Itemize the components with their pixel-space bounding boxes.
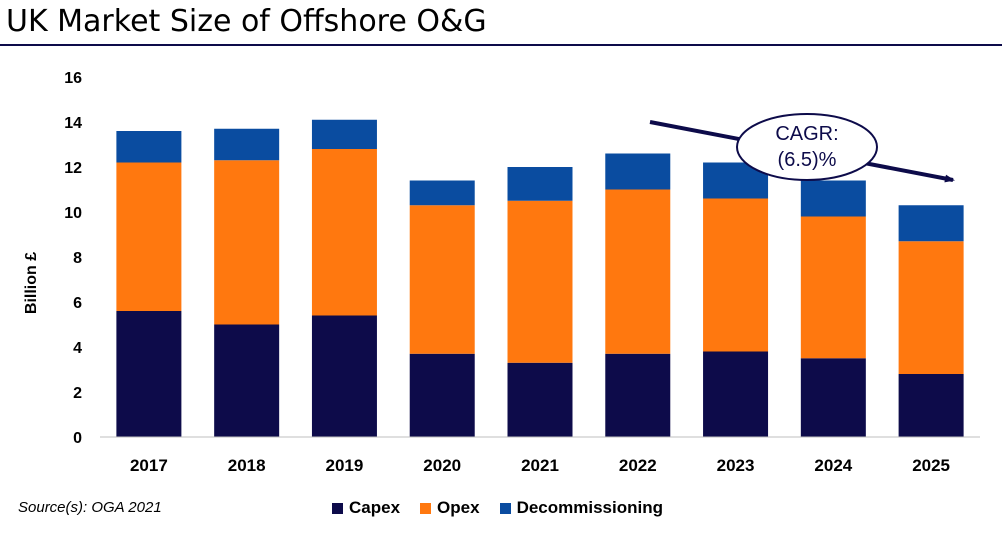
legend-label-opex: Opex — [437, 498, 480, 517]
bar-decommissioning-2017 — [116, 131, 182, 163]
bar-opex-2018 — [214, 160, 280, 325]
y-tick-label: 6 — [73, 295, 82, 312]
bar-decommissioning-2021 — [507, 167, 573, 201]
x-tick-label-2021: 2021 — [521, 456, 559, 475]
cagr-callout-bubble — [736, 113, 878, 181]
bar-opex-2023 — [703, 198, 769, 352]
cagr-label: CAGR: — [775, 123, 838, 145]
source-note: Source(s): OGA 2021 — [18, 499, 162, 516]
y-tick-label: 8 — [73, 250, 82, 267]
y-axis-label: Billion £ — [23, 252, 40, 314]
bar-decommissioning-2025 — [898, 205, 964, 242]
legend-item-opex: Opex — [420, 498, 480, 518]
x-tick-label-2019: 2019 — [326, 456, 364, 475]
y-tick-label: 10 — [64, 205, 82, 222]
bar-capex-2023 — [703, 351, 769, 437]
bar-capex-2019 — [311, 315, 377, 437]
bar-decommissioning-2018 — [214, 128, 280, 161]
x-tick-label-2024: 2024 — [814, 456, 852, 475]
cagr-annotation: CAGR: (6.5)% — [649, 113, 955, 183]
chart-legend: Capex Opex Decommissioning — [332, 498, 683, 518]
y-tick-label: 2 — [73, 385, 82, 402]
x-tick-label-2022: 2022 — [619, 456, 657, 475]
bar-capex-2018 — [214, 324, 280, 437]
bar-decommissioning-2024 — [800, 180, 866, 217]
x-tick-label-2017: 2017 — [130, 456, 168, 475]
x-tick-label-2025: 2025 — [912, 456, 950, 475]
legend-label-decommissioning: Decommissioning — [516, 498, 663, 517]
y-tick-label: 4 — [73, 340, 82, 357]
y-tick-label: 16 — [64, 70, 82, 87]
x-tick-label-2018: 2018 — [228, 456, 266, 475]
chart-title: UK Market Size of Offshore O&G — [6, 4, 487, 39]
bar-opex-2017 — [116, 162, 182, 311]
legend-item-decommissioning: Decommissioning — [499, 498, 663, 518]
legend-swatch-capex — [332, 502, 343, 514]
bar-capex-2021 — [507, 362, 573, 437]
bar-decommissioning-2022 — [605, 153, 671, 190]
x-axis-ticks: 2017 2018 2019 2020 2021 2022 2023 2024 2025 — [130, 456, 950, 475]
cagr-value: (6.5)% — [778, 149, 837, 171]
x-tick-label-2020: 2020 — [423, 456, 461, 475]
legend-item-capex: Capex — [332, 498, 400, 518]
bar-opex-2022 — [605, 189, 671, 354]
y-tick-label: 12 — [64, 160, 82, 177]
bar-opex-2020 — [409, 205, 475, 354]
y-axis-ticks: 0 2 4 6 8 10 12 14 16 — [64, 70, 82, 447]
legend-swatch-opex — [420, 502, 432, 514]
y-tick-label: 0 — [73, 430, 82, 447]
legend-swatch-decommissioning — [499, 502, 511, 514]
bar-opex-2025 — [898, 241, 964, 374]
legend-label-capex: Capex — [349, 498, 401, 517]
bar-capex-2022 — [605, 353, 671, 437]
bar-capex-2017 — [116, 311, 182, 437]
bar-opex-2021 — [507, 200, 573, 363]
title-divider — [0, 44, 1002, 46]
bars-group — [116, 119, 964, 437]
bar-capex-2020 — [409, 353, 475, 437]
x-tick-label-2023: 2023 — [717, 456, 755, 475]
bar-capex-2025 — [898, 374, 964, 437]
y-tick-label: 14 — [64, 115, 82, 132]
bar-capex-2024 — [800, 358, 866, 437]
bar-opex-2019 — [311, 149, 377, 316]
bar-decommissioning-2019 — [311, 119, 377, 149]
bar-opex-2024 — [800, 216, 866, 359]
bar-decommissioning-2020 — [409, 180, 475, 206]
